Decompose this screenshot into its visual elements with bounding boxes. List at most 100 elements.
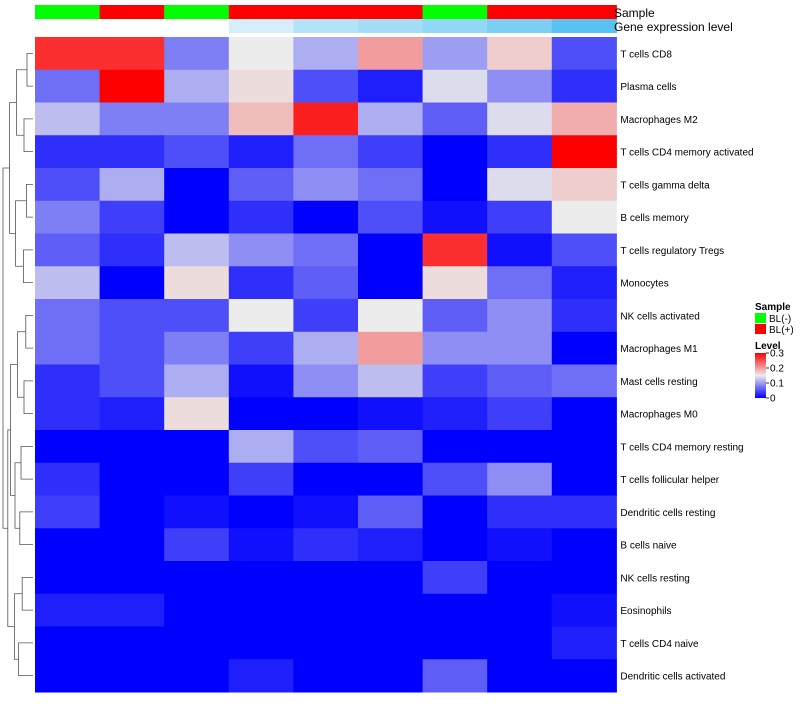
heatmap-cell	[487, 626, 553, 660]
heatmap-cell	[164, 364, 230, 398]
dendrogram-branch	[21, 576, 33, 611]
row-label: B cells memory	[620, 213, 688, 224]
heatmap-cell	[228, 397, 294, 431]
heatmap-cell	[35, 626, 101, 660]
row-label: T cells regulatory Tregs	[620, 246, 724, 257]
heatmap-cell	[164, 69, 230, 103]
heatmap-cell	[293, 135, 359, 169]
heatmap-cell	[228, 168, 294, 202]
heatmap-cell	[228, 430, 294, 464]
heatmap-cell	[164, 102, 230, 136]
heatmap-cell	[551, 626, 617, 660]
heatmap-cell	[422, 593, 488, 627]
heatmap-cell	[293, 528, 359, 562]
sample-annotation-label: Sample	[614, 6, 655, 20]
heatmap-cell	[422, 37, 488, 71]
heatmap-cell	[35, 266, 101, 300]
heatmap-cell	[164, 462, 230, 496]
legend-level-title: Level	[755, 341, 781, 352]
heatmap-cell	[99, 37, 165, 71]
heatmap-cell	[35, 102, 101, 136]
heatmap-cell	[99, 233, 165, 267]
heatmap-cell	[487, 495, 553, 529]
sample-annotation-cell	[293, 5, 359, 19]
heatmap-cell	[164, 626, 230, 660]
dendrogram-branch	[19, 511, 33, 546]
heatmap-cell	[293, 626, 359, 660]
heatmap-cell	[228, 593, 294, 627]
heatmap-cell	[422, 364, 488, 398]
heatmap-cell	[551, 69, 617, 103]
heatmap-cell	[99, 593, 165, 627]
heatmap-cell	[422, 331, 488, 365]
heatmap-cell	[293, 397, 359, 431]
row-label: Dendritic cells activated	[620, 672, 725, 683]
heatmap-cell	[422, 495, 488, 529]
heatmap-cell	[164, 266, 230, 300]
dendrogram-branch	[18, 642, 33, 677]
heatmap-cell	[487, 364, 553, 398]
heatmap-cell	[99, 266, 165, 300]
heatmap-cell	[164, 135, 230, 169]
heatmap-cell	[422, 102, 488, 136]
legend-level-tick-label: 0.1	[770, 379, 784, 390]
row-label: Macrophages M2	[620, 115, 698, 126]
heatmap-cell	[487, 659, 553, 693]
heatmap-cell	[164, 200, 230, 234]
sample-annotation-cell	[164, 5, 230, 19]
heatmap-cell	[551, 331, 617, 365]
heatmap-cell	[164, 299, 230, 333]
row-label: Macrophages M1	[620, 344, 698, 355]
gene-expression-annotation-label: Gene expression level	[614, 20, 733, 34]
gene-expression-annotation-cell	[164, 19, 230, 33]
gene-expression-annotation-cell	[551, 19, 617, 33]
heatmap-cell	[422, 528, 488, 562]
heatmap-cell	[487, 593, 553, 627]
heatmap-cell	[35, 593, 101, 627]
row-label: Macrophages M0	[620, 410, 698, 421]
heatmap-cell	[99, 495, 165, 529]
heatmap-cell	[228, 266, 294, 300]
heatmap-cell	[422, 233, 488, 267]
heatmap-cell	[358, 528, 424, 562]
heatmap-cell	[551, 561, 617, 595]
heatmap-cell	[99, 462, 165, 496]
legend-sample-title: Sample	[755, 302, 791, 313]
gene-expression-annotation-cell	[358, 19, 424, 33]
heatmap-cell	[422, 430, 488, 464]
column-annotations	[35, 5, 617, 33]
heatmap-cell	[551, 659, 617, 693]
heatmap-cell	[551, 168, 617, 202]
heatmap-cell	[551, 200, 617, 234]
gene-expression-annotation-cell	[35, 19, 101, 33]
heatmap-cell	[35, 528, 101, 562]
heatmap-cell	[487, 528, 553, 562]
dendrogram-branch	[2, 167, 10, 529]
sample-annotation-cell	[551, 5, 617, 19]
heatmap-cell	[422, 266, 488, 300]
heatmap-cell	[228, 37, 294, 71]
heatmap-cell	[551, 37, 617, 71]
heatmap-cell	[99, 168, 165, 202]
heatmap-cell	[487, 299, 553, 333]
heatmap-cell	[551, 233, 617, 267]
sample-annotation-cell	[228, 5, 294, 19]
heatmap-cell	[228, 299, 294, 333]
heatmap-cell	[551, 364, 617, 398]
heatmap-cell	[99, 331, 165, 365]
dendrogram-branch	[26, 52, 33, 87]
heatmap-cell	[35, 659, 101, 693]
heatmap-cell	[358, 37, 424, 71]
heatmap-cell	[293, 233, 359, 267]
heatmap-cell	[358, 561, 424, 595]
heatmap-cell	[487, 168, 553, 202]
dendrogram-branch	[10, 364, 18, 496]
heatmap-cell	[228, 364, 294, 398]
heatmap-cell	[358, 364, 424, 398]
row-label: B cells naive	[620, 541, 677, 552]
heatmap-cell	[99, 561, 165, 595]
heatmap-cell	[164, 528, 230, 562]
row-label: T cells gamma delta	[620, 180, 710, 191]
heatmap-cell	[228, 200, 294, 234]
heatmap-cell	[293, 266, 359, 300]
